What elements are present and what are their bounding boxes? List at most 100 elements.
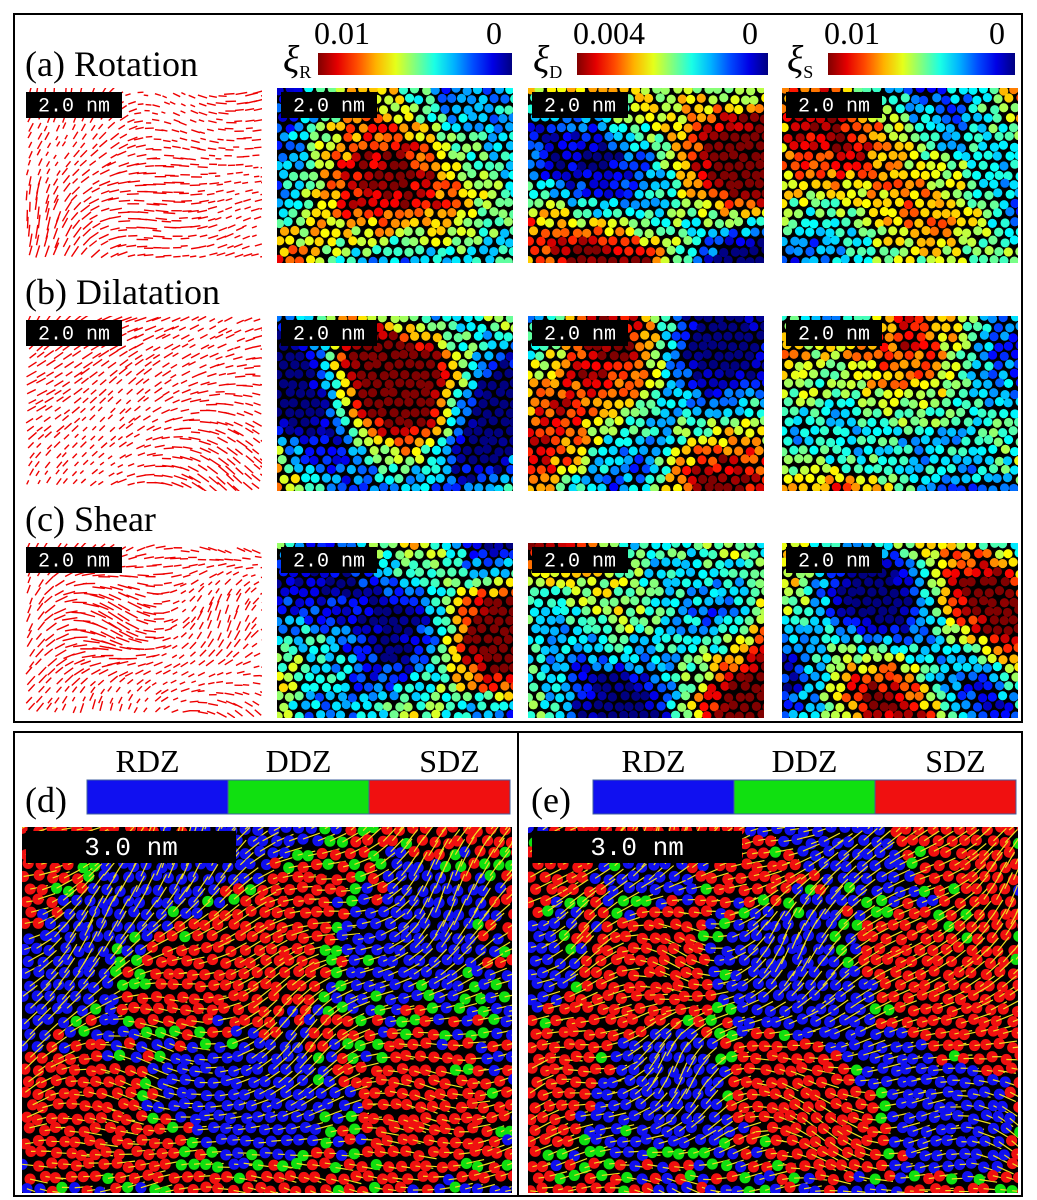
particle (847, 133, 857, 143)
particle (441, 162, 451, 172)
particle (750, 131, 760, 142)
particle (1015, 476, 1018, 485)
particle (306, 577, 316, 587)
particle (591, 361, 601, 371)
displacement-arrow (234, 329, 242, 334)
particle (630, 407, 640, 418)
displacement-arrow (134, 112, 142, 115)
particle (734, 161, 744, 171)
displacement-arrow (162, 362, 170, 368)
particle (703, 577, 714, 587)
particle (885, 316, 895, 323)
particle (561, 171, 571, 181)
displacement-arrow (197, 215, 209, 220)
particle (744, 316, 754, 324)
particle (425, 701, 435, 711)
displacement-arrow (196, 610, 204, 621)
particle (830, 198, 840, 208)
particle (503, 634, 513, 644)
particle (942, 228, 952, 238)
particle (452, 316, 462, 322)
particle (733, 465, 743, 475)
displacement-arrow (71, 696, 76, 702)
particle (464, 579, 474, 589)
particle (463, 180, 473, 190)
particle (856, 435, 867, 445)
particle (409, 389, 420, 399)
particle (688, 359, 699, 370)
displacement-arrow (28, 184, 32, 195)
particle (872, 237, 882, 248)
displacement-arrow (208, 120, 217, 124)
particle (831, 160, 841, 171)
displacement-arrow (28, 661, 35, 668)
particle (581, 435, 591, 445)
displacement-arrow (244, 587, 251, 594)
particle (404, 664, 414, 674)
particle (451, 104, 462, 114)
particle (702, 349, 712, 359)
particle (687, 112, 697, 122)
particle (872, 408, 882, 418)
particle (482, 88, 492, 95)
particle (440, 104, 450, 114)
particle (744, 466, 755, 476)
particle (856, 379, 867, 390)
displacement-arrow (173, 474, 188, 481)
particle (853, 464, 864, 474)
particle (331, 150, 341, 161)
particle (489, 228, 499, 238)
particle (534, 351, 545, 361)
particle (348, 236, 358, 246)
particle (724, 465, 734, 475)
particle (686, 170, 696, 181)
particle (378, 616, 388, 626)
particle (989, 255, 999, 263)
particle (419, 143, 429, 153)
particle (662, 446, 672, 457)
particle (348, 673, 359, 683)
particle (863, 162, 873, 172)
particle (582, 587, 592, 597)
particle (305, 350, 315, 360)
particle (857, 188, 867, 198)
displacement-arrow (259, 465, 262, 468)
particle (551, 417, 561, 428)
particle (680, 331, 691, 341)
displacement-arrow (189, 700, 199, 703)
particle (347, 614, 357, 625)
displacement-arrow (89, 231, 99, 239)
displacement-arrow (252, 129, 262, 132)
particle (999, 88, 1009, 96)
particle (803, 151, 814, 161)
displacement-arrow (54, 590, 64, 597)
particle (890, 379, 900, 390)
particle (485, 255, 495, 263)
displacement-arrow (56, 425, 65, 433)
particle (283, 596, 293, 606)
particle (576, 140, 586, 150)
particle (635, 114, 645, 124)
particle (888, 436, 899, 446)
particle (384, 379, 394, 389)
particle (841, 197, 852, 207)
particle (612, 208, 623, 218)
particle (857, 398, 867, 408)
displacement-arrow (244, 622, 251, 632)
particle (696, 93, 706, 103)
particle (656, 569, 666, 579)
displacement-arrow (260, 348, 262, 350)
particle (630, 654, 640, 664)
particle (452, 615, 462, 625)
particle (920, 208, 930, 218)
displacement-arrow (89, 630, 107, 638)
particle (940, 435, 950, 446)
particle (989, 388, 999, 398)
particle (394, 397, 404, 407)
particle (310, 587, 320, 597)
particle (729, 607, 739, 617)
displacement-arrow (82, 696, 86, 702)
displacement-arrow (181, 388, 191, 394)
particle (744, 558, 754, 569)
particle (447, 114, 457, 125)
